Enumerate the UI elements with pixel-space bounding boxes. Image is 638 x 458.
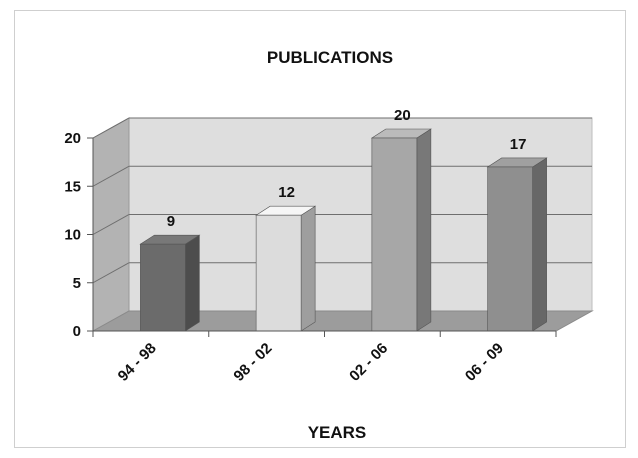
chart-frame: 9 12 20 17 0 5 10 15 20 94 - 98 98 - 02 02 - 06 06 -… <box>14 10 626 448</box>
y-tick-label: 15 <box>64 178 81 195</box>
bar <box>370 128 432 332</box>
gridline-side <box>92 117 130 139</box>
publications-chart: 9 12 20 17 0 5 10 15 20 94 - 98 98 - 02 02 - 06 06 -… <box>64 48 594 442</box>
data-label: 17 <box>510 136 527 153</box>
data-label: 9 <box>167 213 175 230</box>
gridline-side <box>92 165 130 187</box>
x-tick-label: 02 - 06 <box>346 340 391 385</box>
data-label: 20 <box>394 107 411 124</box>
bars <box>139 128 548 332</box>
bar-side <box>532 157 547 332</box>
bar-front <box>487 166 533 332</box>
data-label: 12 <box>278 184 295 201</box>
axes <box>87 137 557 337</box>
bar <box>139 234 201 332</box>
y-tick-label: 5 <box>73 275 81 292</box>
x-tick-label: 98 - 02 <box>230 340 275 385</box>
gridline-side <box>92 214 130 235</box>
bar-front <box>371 137 418 332</box>
bar-side <box>416 128 432 332</box>
y-tick-label: 20 <box>64 130 81 147</box>
bar-front <box>140 243 186 332</box>
bar <box>486 157 548 332</box>
bar-front <box>255 214 302 332</box>
bar-side <box>185 234 200 332</box>
chart-title: PUBLICATIONS <box>267 48 393 67</box>
gridline-side <box>92 262 130 284</box>
x-axis-title: YEARS <box>308 423 367 442</box>
y-tick-label: 0 <box>73 323 81 340</box>
y-tick-label: 10 <box>64 227 81 244</box>
bar <box>255 205 317 332</box>
x-tick-label: 94 - 98 <box>115 340 160 385</box>
x-tick-label: 06 - 09 <box>462 340 507 385</box>
bar-side <box>300 205 316 332</box>
